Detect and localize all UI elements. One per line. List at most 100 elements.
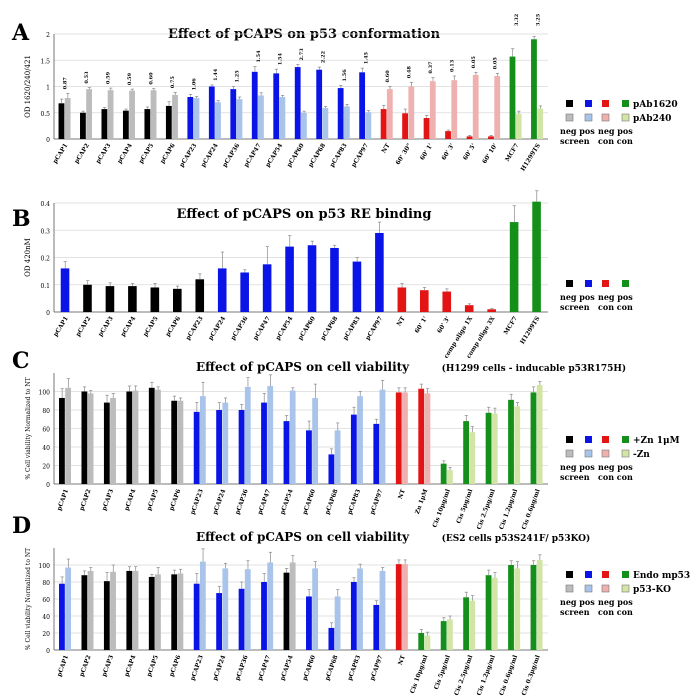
category-label: Cis 10μg/ml (431, 488, 452, 529)
category-label: pCAP60 (297, 315, 317, 341)
legend-caption: screen (560, 607, 590, 617)
bar (395, 564, 402, 650)
bar (215, 102, 221, 139)
category-label: pCAP6 (168, 488, 182, 511)
category-label: 60' 1' (414, 315, 430, 334)
bar (373, 604, 380, 650)
bar (193, 411, 200, 484)
y-axis-label: % Cell viability Normalized to NT (25, 377, 32, 479)
y-tick-label: 0.2 (40, 256, 50, 263)
category-label: pCAP24 (200, 142, 220, 168)
category-label: pCAP5 (138, 142, 156, 165)
bar (395, 392, 402, 484)
bar (294, 67, 301, 139)
category-label: pCAP3 (95, 142, 113, 165)
legend-swatch (622, 571, 629, 578)
chart-title: Effect of pCAPS on p53 RE binding (177, 207, 432, 222)
category-label: 60' 3' (436, 315, 452, 334)
ratio-label: 0.60 (149, 72, 155, 85)
bar (261, 402, 267, 484)
category-label: pCAP5 (146, 654, 160, 677)
bar (440, 621, 447, 650)
legend-caption: con con (598, 607, 633, 617)
bar (144, 109, 151, 139)
y-axis-label: OD 420nM (24, 238, 32, 277)
bar (165, 105, 172, 139)
category-label: pCAP36 (221, 142, 241, 168)
category-label: Cis 5μg/ml (433, 654, 452, 691)
bar (172, 94, 178, 139)
bar (509, 222, 519, 312)
category-label: Cis 2.5μg/ml (476, 488, 497, 531)
legend-caption: neg pos (598, 597, 633, 607)
bar (86, 89, 93, 139)
category-label: Zn 1μM (414, 488, 430, 515)
y-tick-label: 1 (46, 85, 50, 92)
panel-letter: C (12, 348, 30, 374)
category-label: pCAP5 (146, 488, 160, 511)
bar (365, 112, 372, 139)
bar (285, 246, 294, 312)
category-label: 60' 10' (481, 142, 499, 165)
bar (350, 582, 357, 650)
bar (150, 90, 157, 139)
category-label: pCAP3 (97, 315, 115, 338)
bar (508, 565, 514, 650)
ratio-label: 0.48 (406, 66, 412, 79)
category-label: pCAP54 (279, 488, 295, 515)
legend-caption: con con (598, 136, 633, 146)
bar (514, 406, 521, 484)
bar (244, 386, 251, 484)
y-tick-label: 20 (42, 464, 50, 471)
bar (193, 98, 200, 139)
bar (514, 568, 521, 650)
bar (463, 597, 470, 650)
category-label: pCAP6 (168, 654, 182, 677)
y-tick-label: 1.5 (40, 58, 50, 65)
bar (463, 421, 470, 484)
y-tick-label: 80 (42, 408, 50, 415)
y-tick-label: 0.4 (40, 201, 50, 208)
ratio-label: 0.59 (127, 72, 133, 85)
bar (171, 574, 178, 650)
category-label: Cis 1.2μg/ml (476, 654, 497, 697)
legend-swatch (565, 113, 574, 122)
chart-subtitle: (H1299 cells - inducable p53R175H) (442, 363, 627, 374)
bar (199, 561, 206, 650)
bar (530, 392, 537, 484)
bar (330, 247, 339, 312)
category-label: pCAP54 (279, 654, 295, 681)
bar (491, 577, 498, 650)
bar (195, 279, 205, 312)
bar (238, 410, 245, 484)
legend-swatch (585, 436, 592, 443)
bar (83, 284, 92, 312)
legend-swatch (565, 584, 574, 593)
bar (103, 581, 110, 650)
chart-title: Effect of pCAPS on p53 conformation (168, 27, 441, 42)
legend-label: -Zn (633, 450, 650, 460)
legend-swatch (585, 100, 592, 107)
bar (80, 112, 86, 139)
bar (107, 90, 114, 139)
category-label: Cis 0.3μg/ml (521, 654, 542, 697)
legend-label: Endo mp53 (633, 571, 690, 581)
category-label: pCAP1 (56, 488, 70, 511)
bar (487, 309, 496, 312)
category-label: pCAP36 (234, 488, 250, 515)
category-label: pCAP47 (252, 315, 272, 341)
bar (380, 109, 387, 139)
legend-swatch (584, 449, 593, 458)
y-tick-label: 80 (42, 580, 50, 587)
category-label: pCAP36 (234, 654, 250, 681)
y-tick-label: 40 (42, 445, 50, 452)
bar (423, 118, 430, 139)
bar (408, 86, 415, 139)
bar (446, 470, 453, 484)
legend-swatch (566, 571, 573, 578)
y-tick-label: 0.3 (40, 228, 50, 235)
bar (128, 286, 137, 312)
bar (177, 400, 184, 484)
ratio-label: 1.54 (278, 52, 284, 65)
